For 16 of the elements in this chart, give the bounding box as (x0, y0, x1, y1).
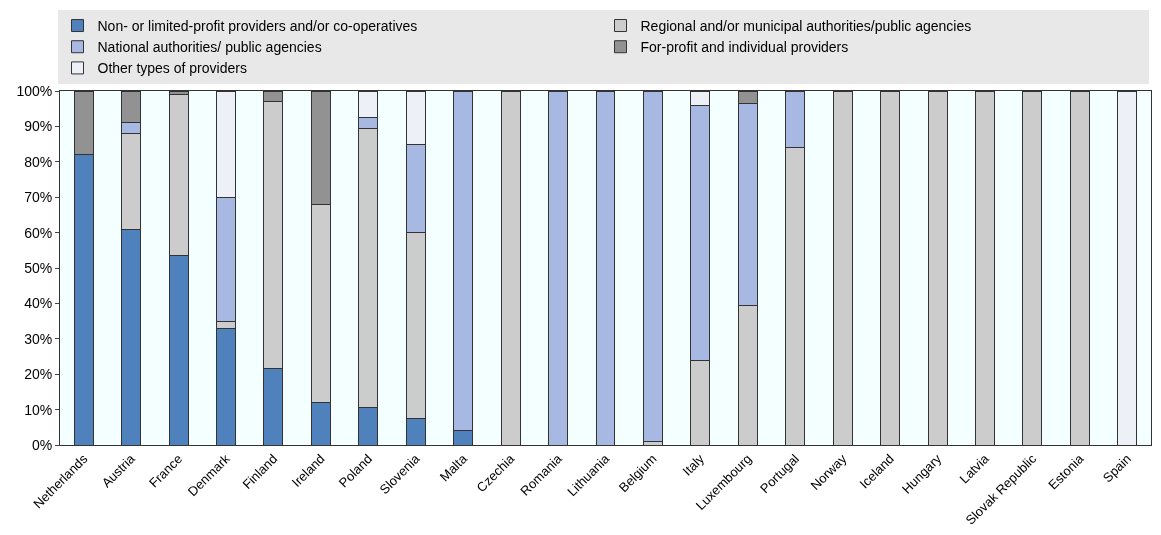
y-tick-label: 50% (24, 259, 53, 276)
legend-label: For-profit and individual providers (640, 39, 849, 56)
y-tick-label: 30% (24, 330, 53, 347)
y-tick-label: 0% (31, 436, 53, 453)
legend-label: Non- or limited-profit providers and/or co-operatives (97, 17, 418, 34)
y-tick-label: 90% (24, 118, 53, 135)
legend-label: Regional and/or municipal authorities/public agencies (640, 17, 972, 34)
y-tick-label: 70% (24, 189, 53, 206)
y-tick-label: 10% (24, 401, 53, 418)
y-tick-label: 60% (24, 224, 53, 241)
legend-label: Other types of providers (97, 60, 247, 77)
y-tick-label: 80% (24, 153, 53, 170)
legend-label: National authorities/ public agencies (97, 39, 322, 56)
y-tick-label: 20% (24, 366, 53, 383)
y-tick-label: 40% (24, 295, 53, 312)
y-tick-label: 100% (16, 82, 53, 99)
